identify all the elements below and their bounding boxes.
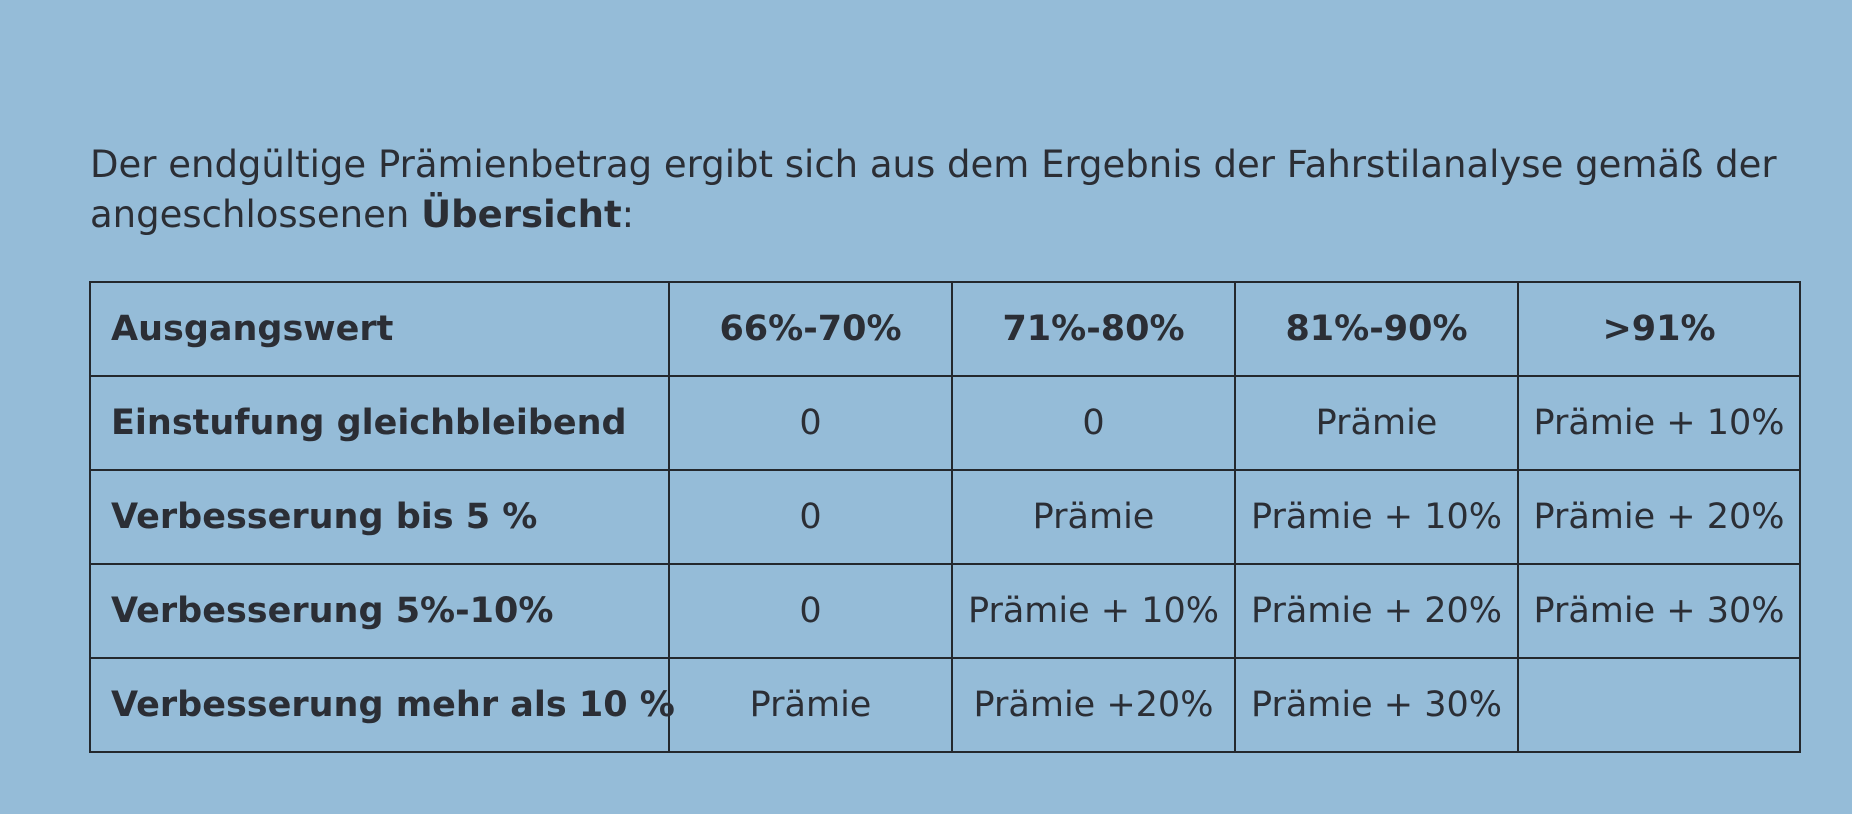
table-row: Verbesserung bis 5 % 0 Prämie Prämie + 1… [89,469,1801,565]
header-81-90: 81%-90% [1234,281,1519,377]
intro-text: Der endgültige Prämienbetrag ergibt sich… [90,143,1777,236]
table-row: Verbesserung 5%-10% 0 Prämie + 10% Prämi… [89,563,1801,659]
table-cell: Prämie + 20% [1517,469,1801,565]
table-cell: Prämie [1234,375,1519,471]
row-label: Verbesserung 5%-10% [89,563,670,659]
table-cell: Prämie +20% [951,657,1236,753]
table-cell: 0 [951,375,1236,471]
table-header-row: Ausgangswert 66%-70% 71%-80% 81%-90% >91… [89,281,1801,377]
intro-bold-word: Übersicht [421,193,622,236]
table-cell: Prämie + 10% [951,563,1236,659]
table-cell: Prämie + 30% [1234,657,1519,753]
table-cell: 0 [668,375,953,471]
table-cell: Prämie + 20% [1234,563,1519,659]
table-row: Einstufung gleichbleibend 0 0 Prämie Prä… [89,375,1801,471]
header-71-80: 71%-80% [951,281,1236,377]
row-label: Einstufung gleichbleibend [89,375,670,471]
row-label: Verbesserung bis 5 % [89,469,670,565]
table-cell: Prämie + 10% [1517,375,1801,471]
table-cell: Prämie [668,657,953,753]
table-cell: 0 [668,469,953,565]
header-ausgangswert: Ausgangswert [89,281,670,377]
header-over-91: >91% [1517,281,1801,377]
table-cell: Prämie [951,469,1236,565]
table-cell: 0 [668,563,953,659]
table-cell: Prämie + 10% [1234,469,1519,565]
header-66-70: 66%-70% [668,281,953,377]
intro-colon: : [621,193,635,236]
table-row: Verbesserung mehr als 10 % Prämie Prämie… [89,657,1801,753]
row-label: Verbesserung mehr als 10 % [89,657,675,753]
premium-table: Ausgangswert 66%-70% 71%-80% 81%-90% >91… [89,281,1801,753]
intro-paragraph: Der endgültige Prämienbetrag ergibt sich… [90,140,1790,240]
table-cell [1517,657,1801,753]
table-cell: Prämie + 30% [1517,563,1801,659]
